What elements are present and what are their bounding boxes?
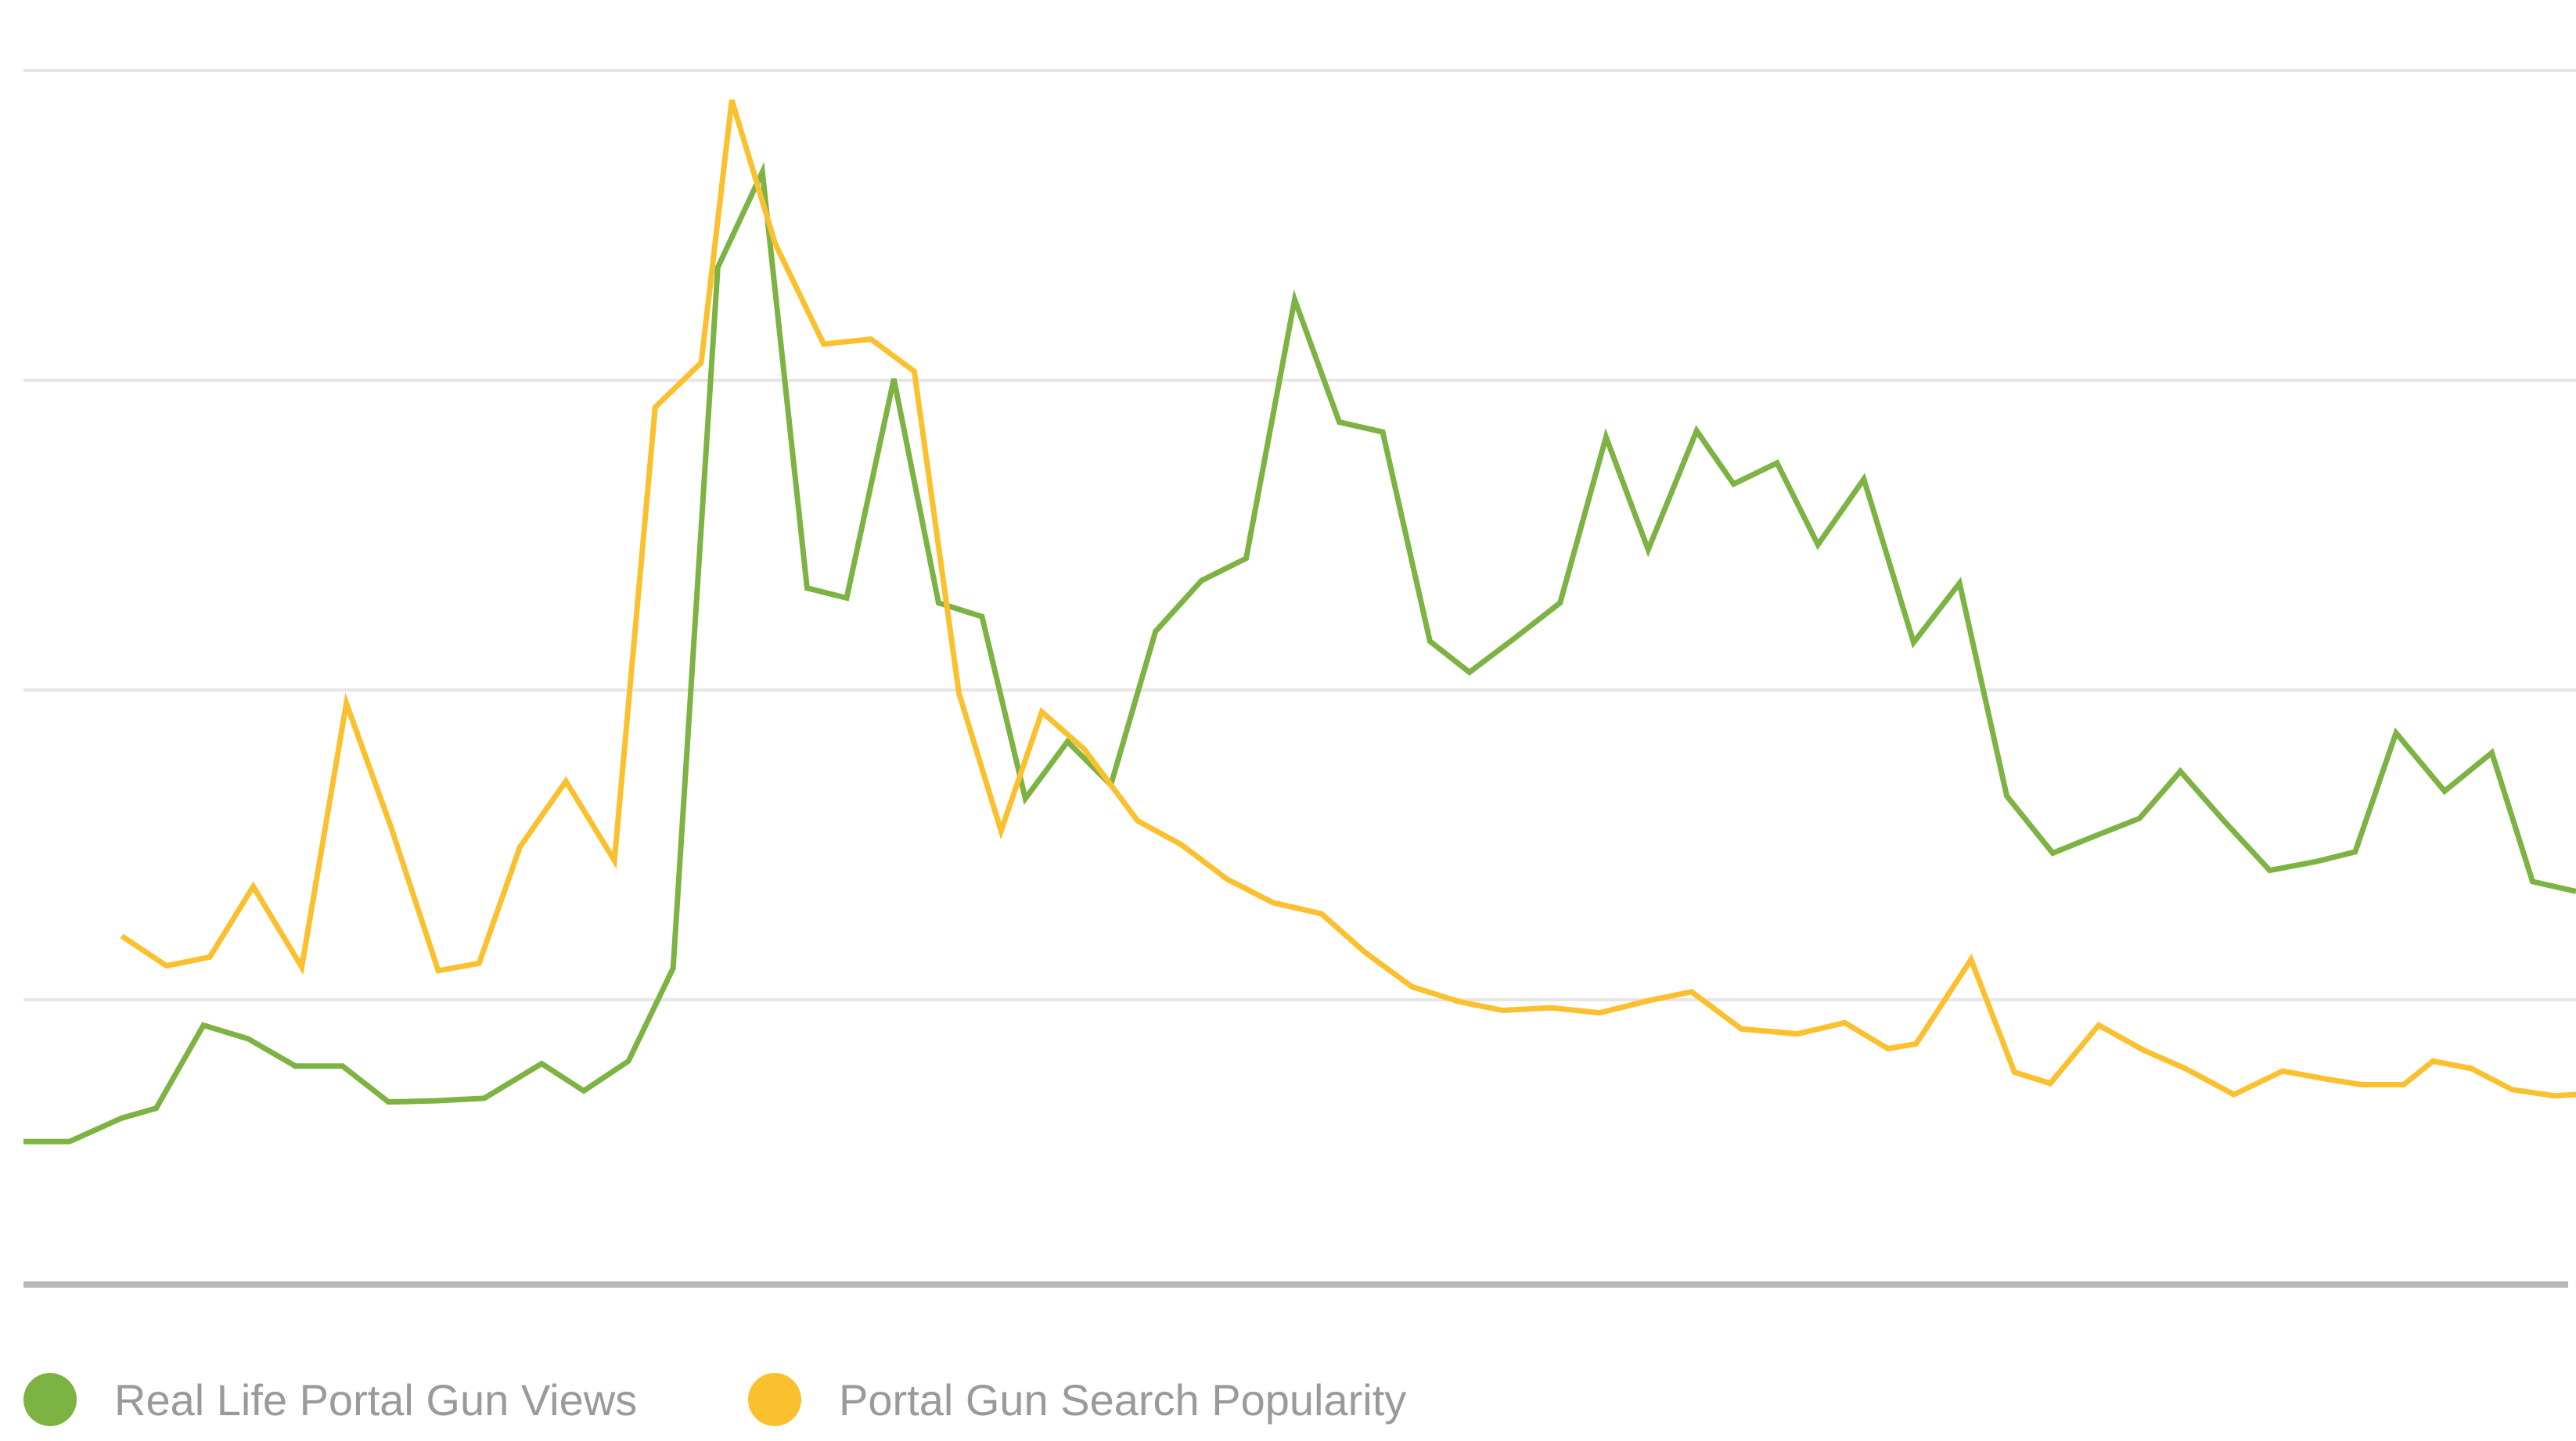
legend-item-1: Portal Gun Search Popularity xyxy=(748,1373,1406,1426)
legend-dot-0 xyxy=(23,1373,77,1426)
series-line-0 xyxy=(23,161,2576,1145)
series-line-1 xyxy=(120,99,2576,1099)
series-group xyxy=(23,99,2576,1145)
legend-dot-1 xyxy=(748,1373,801,1426)
legend-label-0: Real Life Portal Gun Views xyxy=(114,1375,637,1425)
legend-label-1: Portal Gun Search Popularity xyxy=(839,1375,1406,1425)
legend-item-0: Real Life Portal Gun Views xyxy=(23,1373,637,1426)
grid-lines xyxy=(23,69,2576,1001)
legend: Real Life Portal Gun Views Portal Gun Sea… xyxy=(23,1373,1406,1426)
